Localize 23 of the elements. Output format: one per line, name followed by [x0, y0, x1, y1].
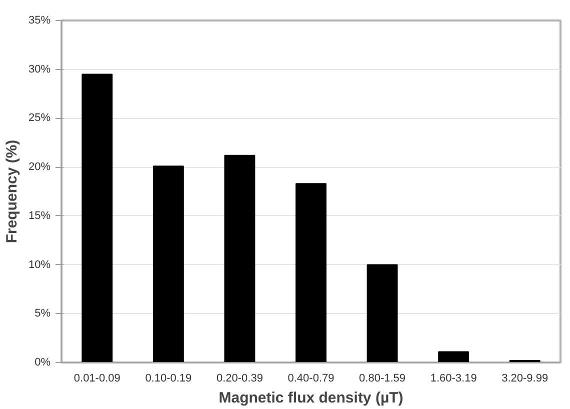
x-tick-label: 0.40-0.79 — [288, 372, 334, 384]
bar — [366, 264, 398, 362]
bar — [82, 74, 113, 362]
x-tick-label: 0.10-0.19 — [145, 372, 192, 384]
y-tick-label: 5% — [34, 308, 51, 320]
x-tick-label: 0.20-0.39 — [216, 372, 263, 384]
y-tick-label: 25% — [28, 112, 51, 124]
x-tick-label: 3.20-9.99 — [502, 372, 548, 384]
y-tick-label: 35% — [28, 14, 51, 26]
y-tick-label: 0% — [34, 356, 51, 368]
y-tick-label: 30% — [28, 63, 51, 76]
bar — [438, 351, 470, 362]
bar — [152, 166, 184, 362]
bar — [224, 154, 256, 362]
y-tick-label: 20% — [28, 161, 51, 174]
y-axis-title: Frequency (%) — [3, 140, 20, 244]
bar — [296, 183, 326, 362]
x-axis-title: Magnetic flux density (µT) — [218, 390, 404, 406]
x-tick-label: 0.80-1.59 — [359, 372, 406, 384]
x-tick-label: 0.01-0.09 — [74, 372, 120, 384]
y-tick-label: 10% — [28, 258, 51, 271]
x-tick-label: 1.60-3.19 — [430, 372, 477, 384]
y-tick-label: 15% — [28, 210, 51, 222]
